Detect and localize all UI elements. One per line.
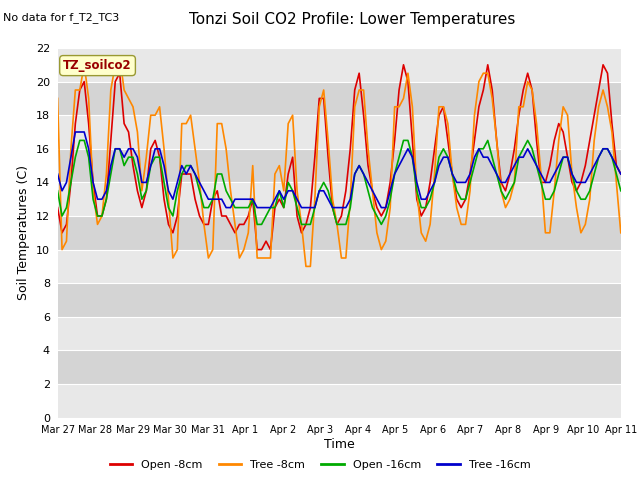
Bar — [58, 350, 621, 384]
Legend: Open -8cm, Tree -8cm, Open -16cm, Tree -16cm: Open -8cm, Tree -8cm, Open -16cm, Tree -… — [105, 456, 535, 474]
Bar — [58, 48, 621, 82]
Bar — [58, 115, 621, 149]
Bar — [58, 283, 621, 317]
Text: Tonzi Soil CO2 Profile: Lower Temperatures: Tonzi Soil CO2 Profile: Lower Temperatur… — [189, 12, 515, 27]
Bar — [58, 317, 621, 350]
Text: TZ_soilco2: TZ_soilco2 — [63, 59, 132, 72]
Bar — [58, 250, 621, 283]
Bar — [58, 82, 621, 115]
Bar — [58, 216, 621, 250]
Bar — [58, 384, 621, 418]
Bar — [58, 182, 621, 216]
Bar — [58, 149, 621, 182]
X-axis label: Time: Time — [324, 438, 355, 451]
Text: No data for f_T2_TC3: No data for f_T2_TC3 — [3, 12, 120, 23]
Y-axis label: Soil Temperatures (C): Soil Temperatures (C) — [17, 165, 30, 300]
